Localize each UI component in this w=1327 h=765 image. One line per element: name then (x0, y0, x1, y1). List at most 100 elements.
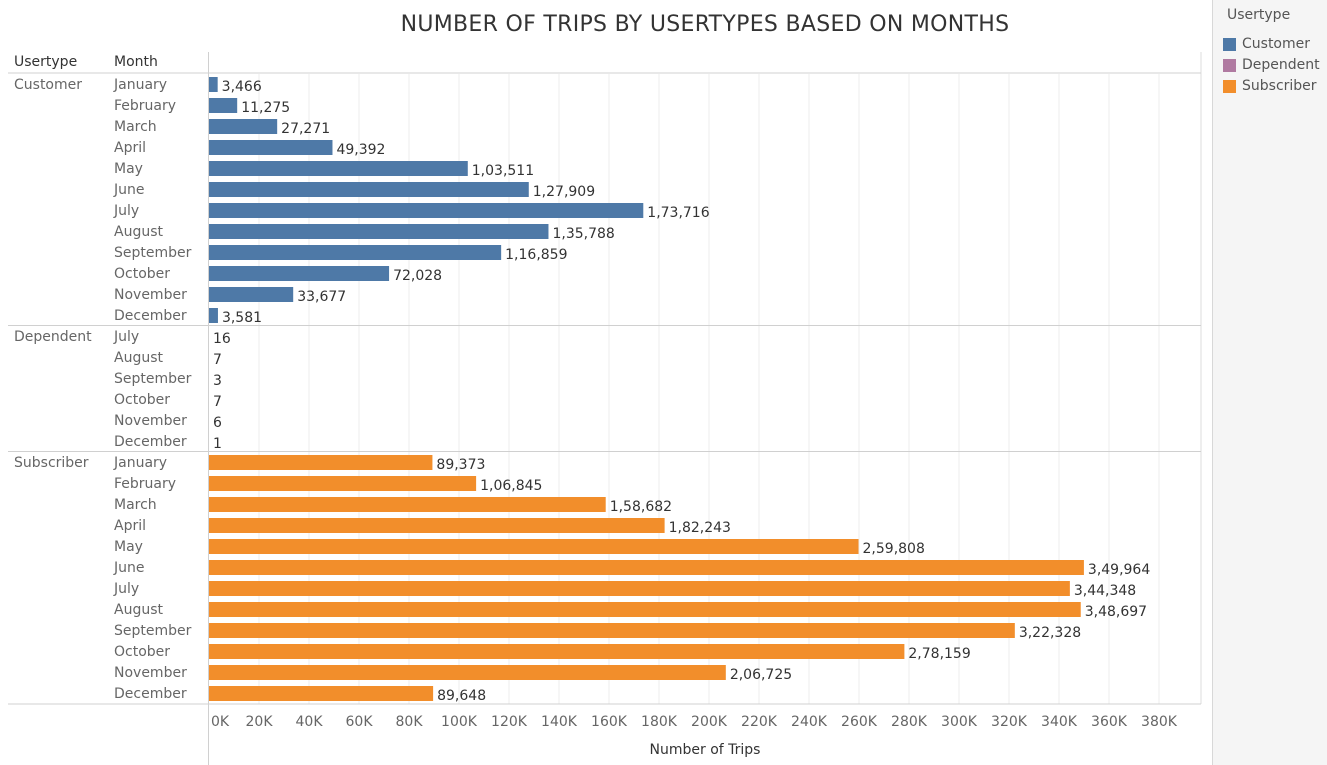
month-label: January (113, 455, 167, 471)
legend-item-dependent[interactable]: Dependent (1223, 56, 1320, 74)
month-label: September (114, 371, 192, 387)
bar (209, 560, 1084, 575)
bar (209, 98, 238, 113)
data-label: 1,16,859 (505, 247, 567, 263)
data-label: 7 (213, 394, 222, 410)
data-label: 1,58,682 (610, 499, 672, 515)
month-label: December (114, 308, 187, 324)
month-label: November (114, 287, 187, 303)
x-tick-label: 100K (441, 714, 478, 730)
bar (209, 686, 434, 701)
x-tick-label: 300K (941, 714, 978, 730)
x-tick-label: 0K (211, 714, 230, 730)
x-tick-label: 80K (396, 714, 424, 730)
data-label: 1,03,511 (472, 163, 534, 179)
data-label: 3,49,964 (1088, 562, 1150, 578)
bar (209, 455, 433, 470)
x-axis-title: Number of Trips (650, 742, 761, 758)
data-label: 7 (213, 352, 222, 368)
bar (209, 77, 218, 92)
data-label: 2,78,159 (908, 646, 970, 662)
x-tick-label: 120K (491, 714, 528, 730)
data-label: 16 (213, 331, 231, 347)
data-label: 11,275 (241, 100, 290, 116)
usertype-label: Customer (14, 77, 82, 93)
bar (209, 623, 1015, 638)
usertype-label: Subscriber (14, 455, 89, 471)
bar (209, 602, 1081, 617)
bar (209, 140, 333, 155)
bar (209, 308, 218, 323)
bar (209, 476, 477, 491)
x-tick-label: 60K (346, 714, 374, 730)
data-label: 72,028 (393, 268, 442, 284)
legend-panel: Usertype Customer Dependent Subscriber (1212, 0, 1327, 765)
data-label: 2,59,808 (863, 541, 925, 557)
month-label: September (114, 623, 192, 639)
month-label: June (113, 182, 145, 198)
month-label: February (114, 476, 176, 492)
x-tick-label: 200K (691, 714, 728, 730)
data-label: 1,35,788 (552, 226, 614, 242)
month-label: October (114, 644, 170, 660)
data-label: 49,392 (336, 142, 385, 158)
data-label: 89,373 (436, 457, 485, 473)
month-label: March (114, 119, 157, 135)
usertype-label: Dependent (14, 329, 92, 345)
bar (209, 203, 644, 218)
month-label: August (114, 602, 164, 618)
x-tick-label: 160K (591, 714, 628, 730)
data-label: 1,06,845 (480, 478, 542, 494)
x-tick-label: 380K (1141, 714, 1178, 730)
bar (209, 119, 278, 134)
bar (209, 287, 294, 302)
month-label: June (113, 560, 145, 576)
x-tick-label: 320K (991, 714, 1028, 730)
chart-title: NUMBER OF TRIPS BY USERTYPES BASED ON MO… (400, 12, 1010, 37)
legend-label-dependent: Dependent (1242, 57, 1320, 73)
month-label: May (114, 161, 143, 177)
month-label: August (114, 224, 164, 240)
bar (209, 644, 905, 659)
bar (209, 182, 529, 197)
x-tick-label: 180K (641, 714, 678, 730)
bar (209, 266, 390, 281)
data-label: 6 (213, 415, 222, 431)
month-label: October (114, 392, 170, 408)
legend-item-subscriber[interactable]: Subscriber (1223, 77, 1317, 95)
x-tick-label: 240K (791, 714, 828, 730)
legend-item-customer[interactable]: Customer (1223, 35, 1310, 53)
legend-swatch-subscriber (1223, 79, 1236, 93)
data-label: 3,44,348 (1074, 583, 1136, 599)
month-label: December (114, 434, 187, 450)
data-label: 1,73,716 (647, 205, 709, 221)
month-column-header[interactable]: Month (114, 54, 158, 70)
bar (209, 161, 468, 176)
legend-label-customer: Customer (1242, 36, 1311, 52)
x-tick-label: 360K (1091, 714, 1128, 730)
month-label: July (113, 329, 139, 345)
legend-label-subscriber: Subscriber (1242, 78, 1317, 94)
month-label: July (113, 203, 139, 219)
legend-title: Usertype (1227, 7, 1291, 23)
usertype-column-header[interactable]: Usertype (14, 54, 78, 70)
x-tick-label: 40K (296, 714, 324, 730)
data-label: 1 (213, 436, 222, 452)
month-label: July (113, 581, 139, 597)
bar (209, 539, 859, 554)
data-label: 33,677 (297, 289, 346, 305)
data-label: 27,271 (281, 121, 330, 137)
legend-swatch-customer (1223, 37, 1236, 51)
data-label: 3,466 (222, 79, 262, 95)
bar (209, 518, 665, 533)
x-tick-label: 220K (741, 714, 778, 730)
month-label: March (114, 497, 157, 513)
data-label: 1,27,909 (533, 184, 595, 200)
data-label: 3,22,328 (1019, 625, 1081, 641)
data-label: 3 (213, 373, 222, 389)
bar (209, 245, 502, 260)
month-label: October (114, 266, 170, 282)
x-tick-label: 280K (891, 714, 928, 730)
x-tick-label: 140K (541, 714, 578, 730)
bar (209, 665, 726, 680)
